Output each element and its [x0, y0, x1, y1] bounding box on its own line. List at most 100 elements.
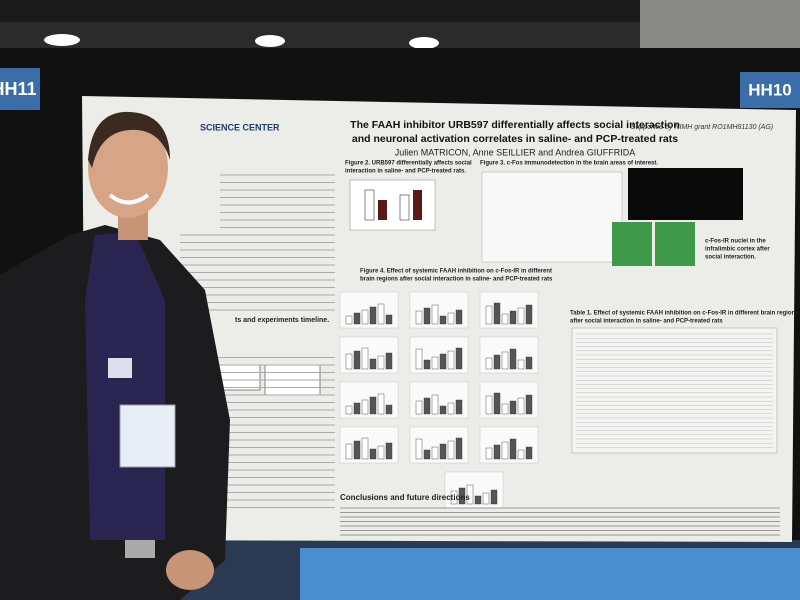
panel-bar: [501, 313, 509, 325]
shirt: [85, 232, 165, 540]
section-heading: Conclusions and future directions: [340, 493, 470, 502]
panel-bar: [377, 303, 385, 325]
panel-bar: [415, 310, 423, 325]
figure-bar: [378, 200, 387, 220]
panel-bar: [345, 353, 353, 370]
panel-bar: [439, 353, 447, 370]
panel-bar: [423, 307, 431, 325]
panel-bar: [377, 445, 385, 460]
panel-bar: [447, 312, 455, 325]
panel-bar: [501, 403, 509, 415]
panel-bar: [423, 359, 431, 370]
panel-bar: [369, 396, 377, 415]
panel-bar: [450, 490, 458, 505]
panel-bar: [490, 489, 498, 505]
caption: Figure 4. Effect of systemic FAAH inhibi…: [360, 269, 552, 275]
panel-bar: [455, 437, 463, 460]
sign-left: [0, 68, 40, 110]
panel-bar: [377, 355, 385, 370]
panel-bar: [525, 394, 533, 415]
institution: SCIENCE CENTER: [200, 122, 280, 132]
badge: [119, 404, 176, 468]
panel-bar: [431, 394, 439, 415]
panel-bar: [353, 350, 361, 370]
figure4-panels: [339, 291, 539, 509]
panel-bar: [455, 347, 463, 370]
panel-bar: [517, 307, 525, 325]
panel-bar: [439, 405, 447, 415]
authors: Julien MATRICON, Anne SEILLIER and Andre…: [395, 147, 635, 157]
panel-bar: [493, 354, 501, 370]
wall: [640, 0, 800, 50]
sign-text: HH11: [0, 79, 37, 99]
badge-clip: [108, 358, 132, 378]
micrograph-green: [655, 222, 695, 266]
panel-bar: [369, 448, 377, 460]
table-lines: [576, 333, 773, 448]
caption: interaction in saline- and PCP-treated r…: [345, 169, 466, 175]
micrograph-green: [612, 222, 652, 266]
micrograph: [628, 168, 743, 220]
panel-bar: [439, 443, 447, 460]
panel-bar: [501, 441, 509, 460]
carpet: [300, 548, 800, 600]
panel-bar: [447, 350, 455, 370]
panel-bar: [517, 449, 525, 460]
panel-bar: [525, 446, 533, 460]
face: [88, 118, 168, 218]
panel-bar: [361, 437, 369, 460]
panel-bar: [485, 395, 493, 415]
figure-bar: [364, 189, 375, 221]
caption: Figure 3. c-Fos immunodetection in the b…: [480, 161, 658, 167]
panel-bar: [517, 359, 525, 370]
caption: Table 1. Effect of systemic FAAH inhibit…: [570, 311, 799, 317]
panel-bar: [439, 315, 447, 325]
person: [0, 111, 230, 600]
panel-bar: [447, 402, 455, 415]
panel-bar: [455, 399, 463, 415]
panel-bar: [501, 351, 509, 370]
panel-bar: [361, 399, 369, 415]
panel-bar: [431, 446, 439, 460]
figure-bar: [399, 194, 410, 221]
panel-bar: [493, 444, 501, 460]
belt-buckle: [125, 540, 155, 558]
figure-bar: [413, 190, 422, 220]
legend: infralimbic cortex after: [705, 247, 770, 253]
light: [255, 35, 285, 47]
panel-bar: [493, 392, 501, 415]
panel-bar: [415, 348, 423, 370]
panel-bar: [517, 397, 525, 415]
panel-bar: [509, 400, 517, 415]
panel-bar: [415, 400, 423, 415]
section-heading: ts and experiments timeline.: [235, 317, 329, 324]
panel-bar: [345, 443, 353, 460]
panel-bar: [525, 304, 533, 325]
panel-bar: [345, 315, 353, 325]
panel-bar: [361, 347, 369, 370]
panel-bar: [525, 356, 533, 370]
panel-bar: [353, 440, 361, 460]
figure3-atlas: [481, 171, 623, 263]
legend: c-Fos-IR nuclei in the: [705, 239, 766, 245]
hair: [88, 111, 170, 168]
smile: [108, 193, 150, 205]
poster-title: The FAAH inhibitor URB597 differentially…: [350, 119, 680, 131]
light: [409, 37, 439, 49]
panel-bar: [466, 484, 474, 505]
figure2: [349, 179, 436, 231]
caption: brain regions after social interaction i…: [360, 277, 553, 283]
caption: Figure 2. URB597 differentially affects …: [345, 161, 472, 167]
panel-bar: [485, 357, 493, 370]
panel-bar: [458, 487, 466, 505]
support: Supported by NIMH grant RO1MH81130 (AG): [631, 124, 773, 131]
poster-title: and neuronal activation correlates in sa…: [352, 133, 678, 145]
panel-bar: [493, 302, 501, 325]
panel-bar: [447, 440, 455, 460]
caption: after social interaction in saline- and …: [570, 319, 723, 325]
panel-bar: [485, 447, 493, 460]
panel-bar: [385, 314, 393, 325]
ceiling-beam: [0, 0, 800, 22]
